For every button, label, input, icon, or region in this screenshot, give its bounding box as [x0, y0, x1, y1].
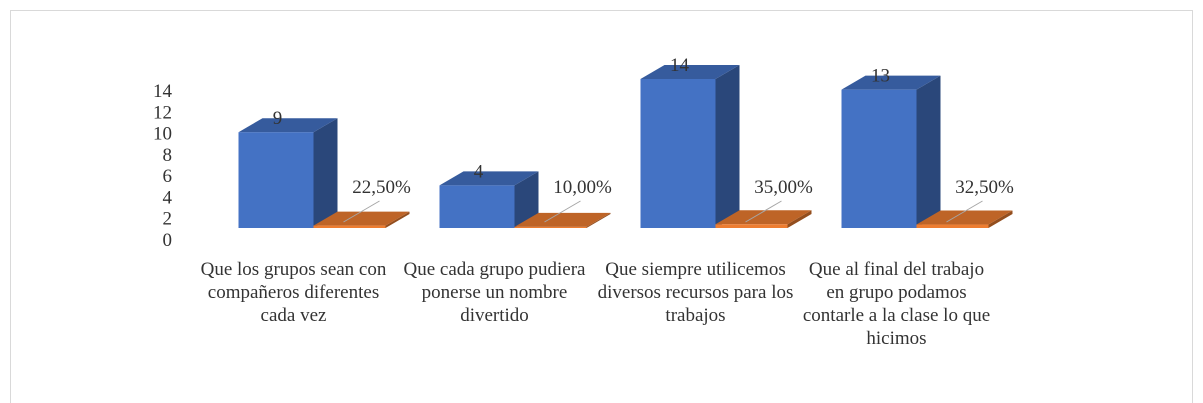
bar-top: [238, 118, 338, 133]
bar-side: [313, 118, 338, 228]
y-tick-label: 0: [163, 230, 173, 251]
bar-top: [439, 171, 539, 186]
bar-side: [514, 171, 539, 228]
data-label: 10,00%: [553, 177, 612, 198]
bar-top: [715, 210, 812, 225]
data-label: 35,00%: [754, 177, 813, 198]
bar-side: [988, 210, 1013, 228]
frame-border: [10, 10, 1193, 403]
data-label: 32,50%: [955, 177, 1014, 198]
label-leader: [946, 200, 983, 223]
label-leader: [745, 200, 782, 223]
bar: [715, 224, 788, 228]
x-tick-label: Que siempre utilicemos diversos recursos…: [597, 259, 794, 326]
bar: [439, 185, 515, 228]
bar: [313, 225, 386, 228]
y-tick-label: 10: [153, 124, 172, 145]
bar-side: [586, 212, 611, 228]
x-tick-label: Que cada grupo pudiera ponerse un nombre…: [403, 259, 586, 326]
bar: [841, 89, 917, 229]
bar-side: [787, 210, 812, 228]
label-leader: [544, 200, 581, 223]
x-tick-label: Que los grupos sean con compañeros difer…: [200, 259, 387, 326]
bar: [916, 224, 989, 228]
y-tick-label: 4: [163, 187, 173, 208]
bar-side: [916, 75, 941, 229]
x-tick-label: Que al final del trabajo en grupo podamo…: [802, 259, 991, 349]
data-label: 4: [474, 161, 484, 182]
label-leader: [343, 200, 380, 223]
data-label: 13: [871, 66, 890, 87]
data-label: 22,50%: [352, 177, 411, 198]
bar-side: [715, 65, 740, 228]
bar: [238, 132, 314, 228]
y-tick-label: 2: [163, 209, 173, 230]
data-label: 14: [670, 55, 690, 76]
y-tick-label: 6: [163, 166, 173, 187]
data-label: 9: [273, 108, 283, 129]
bar-top: [916, 210, 1013, 225]
bar-top: [514, 212, 611, 227]
bar-side: [385, 211, 410, 228]
y-tick-label: 8: [163, 145, 173, 166]
bar-top: [640, 65, 740, 79]
y-tick-label: 12: [153, 102, 172, 123]
bar-top: [841, 75, 941, 90]
bar: [514, 226, 587, 228]
bar-top: [313, 211, 410, 226]
y-tick-label: 14: [153, 81, 173, 102]
bar: [640, 79, 716, 228]
